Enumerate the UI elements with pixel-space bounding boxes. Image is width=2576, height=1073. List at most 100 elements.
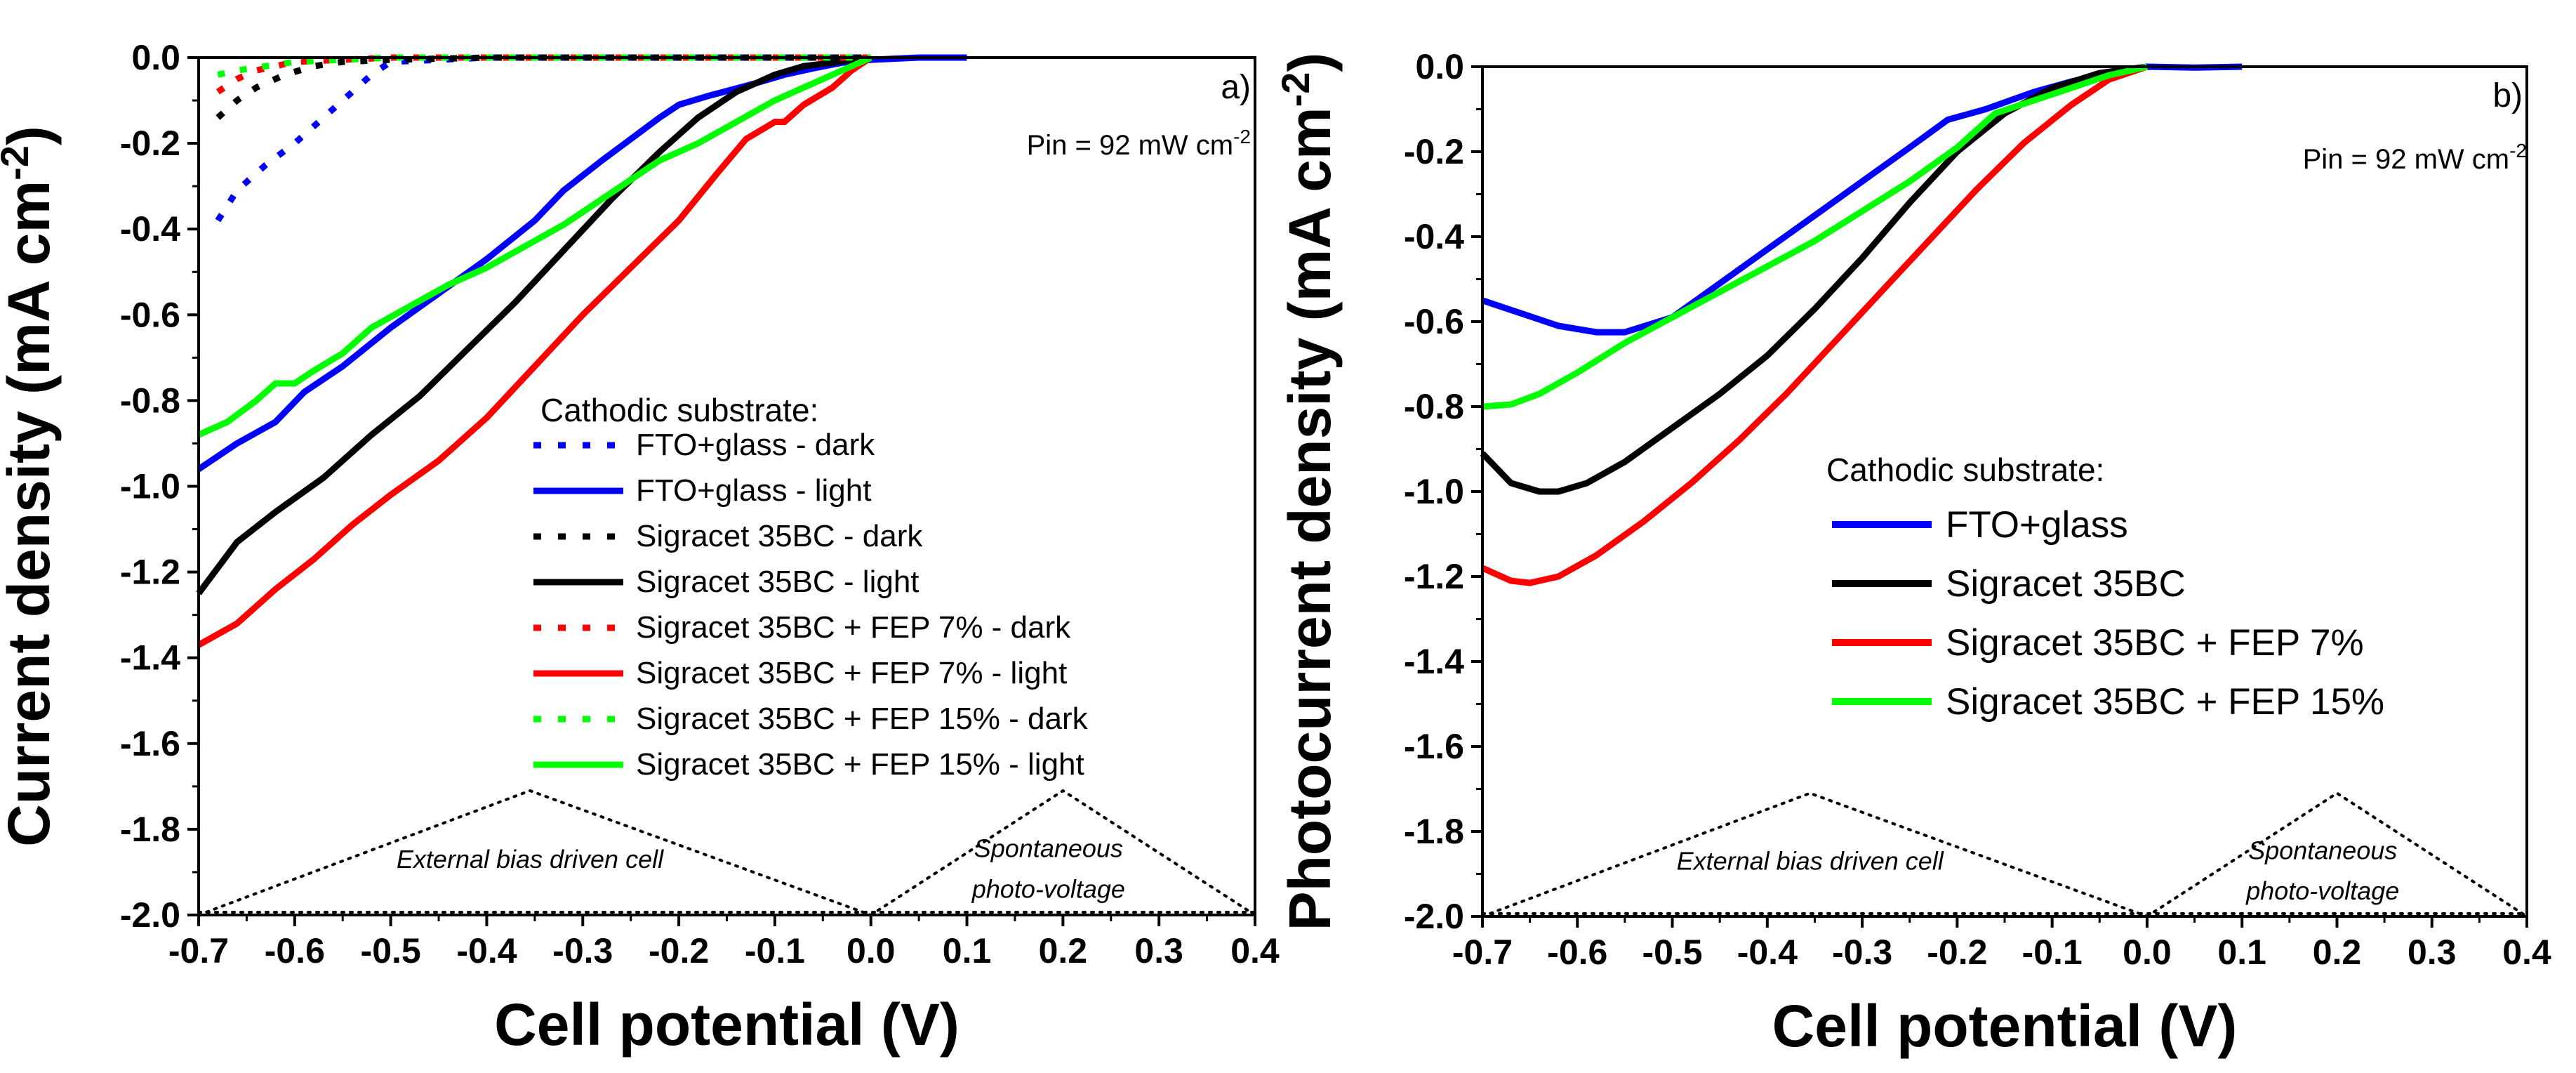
panel-a-ytick-label-2: -1.6: [120, 724, 180, 763]
panel-a-ytick-label-5: -1.0: [120, 467, 180, 506]
panel-b-region-label-external: External bias driven cell: [1677, 846, 1944, 875]
panel-b-pin-annotation-sup: -2: [2509, 140, 2527, 162]
panel-b-region-triangle-1: [2145, 791, 2528, 918]
panel-b-series-1: [1480, 63, 2148, 495]
panel-a-x-axis-title: Cell potential (V): [494, 992, 960, 1058]
panel-b-xtick-label-8: 0.1: [2217, 933, 2266, 972]
panel-a-xtick-label-8: 0.1: [943, 931, 992, 970]
panel-a-legend-label-0: FTO+glass - dark: [636, 428, 875, 462]
panel-a-ytick-label-3: -1.4: [120, 638, 180, 678]
panel-b-region-triangle-0: [1481, 791, 2149, 918]
panel-b-xtick-label-7: 0.0: [2123, 933, 2172, 972]
panel-a-pin-annotation: Pin = 92 mW cm-2: [1027, 126, 1251, 161]
panel-a-legend-title: Cathodic substrate:: [540, 392, 818, 428]
panel-b-ytick-label-0: -2.0: [1404, 897, 1464, 936]
panel-a-region-triangle-0: [197, 789, 872, 916]
panel-a-xtick-label-9: 0.2: [1039, 931, 1088, 970]
panel-a-xtick-label-1: -0.6: [265, 931, 325, 970]
panel-b-xtick-label-3: -0.4: [1737, 933, 1798, 972]
panel-b-xtick-label-6: -0.1: [2022, 933, 2083, 972]
panel-a-ytick-label-4: -1.2: [120, 553, 180, 592]
panel-b-y-axis-title-main: Photocurrent density (mA cm: [1277, 107, 1343, 930]
panel-b-legend-label-0: FTO+glass: [1946, 504, 2128, 546]
panel-a-xtick-label-6: -0.1: [745, 931, 805, 970]
panel-b-ytick-label-2: -1.6: [1404, 727, 1464, 766]
panel-a-series-0: [215, 54, 871, 223]
panel-a-legend-label-6: Sigracet 35BC + FEP 15% - dark: [636, 702, 1089, 736]
panel-a-series-7: [197, 54, 872, 438]
panel-a-y-axis-title-close: ): [0, 126, 62, 145]
panel-b-ytick-label-1: -1.8: [1404, 812, 1464, 851]
panel-a-series-3: [196, 54, 872, 595]
panel-a-ytick-label-6: -0.8: [120, 381, 180, 420]
panel-b-xtick-label-11: 0.4: [2502, 933, 2551, 972]
panel-a-legend-label-1: FTO+glass - light: [636, 473, 871, 508]
panel-a-ytick-label-7: -0.6: [120, 295, 180, 334]
panel-a-xtick-label-7: 0.0: [847, 931, 896, 970]
panel-b-region-label-spontaneous-2: photo-voltage: [2245, 876, 2399, 905]
panel-a-series-2: [215, 54, 871, 120]
panel-b-legend-label-1: Sigracet 35BC: [1946, 563, 2186, 605]
panel-a-ytick-label-9: -0.2: [120, 124, 180, 163]
panel-a-y-axis-title: Current density (mA cm-2): [0, 126, 62, 847]
panel-a-xtick-label-5: -0.2: [649, 931, 709, 970]
panel-b-legend-label-3: Sigracet 35BC + FEP 15%: [1946, 681, 2384, 723]
panel-b-xtick-label-0: -0.7: [1452, 933, 1513, 972]
panel-a-legend-label-4: Sigracet 35BC + FEP 7% - dark: [636, 610, 1071, 645]
panel-b-ytick-label-3: -1.4: [1404, 642, 1464, 681]
panel-b-series-0: [1481, 63, 2243, 336]
panel-a-y-axis-title-sup: -2: [0, 145, 36, 180]
panel-a-xtick-label-10: 0.3: [1134, 931, 1183, 970]
panel-b-xtick-label-1: -0.6: [1547, 933, 1607, 972]
panel-a-ytick-label-0: -2.0: [120, 895, 180, 935]
panel-b-xtick-label-9: 0.2: [2313, 933, 2362, 972]
panel-b-xtick-label-2: -0.5: [1642, 933, 1702, 972]
panel-a-legend-label-3: Sigracet 35BC - light: [636, 565, 919, 599]
panel-a-panel-label: a): [1221, 69, 1251, 106]
panel-a-region-label-spontaneous-1: Spontaneous: [974, 834, 1123, 863]
panel-a-legend-label-5: Sigracet 35BC + FEP 7% - light: [636, 656, 1067, 690]
panel-b-y-axis-title-sup: -2: [1273, 72, 1317, 107]
panel-a-ytick-label-10: 0.0: [131, 38, 180, 77]
panel-b-y-axis-title-close: ): [1277, 53, 1343, 72]
panel-b-legend-title: Cathodic substrate:: [1826, 452, 2104, 488]
panel-b-plot-frame: [1481, 65, 2528, 918]
panel-a-xtick-label-4: -0.3: [552, 931, 613, 970]
panel-b-region-label-spontaneous-1: Spontaneous: [2248, 836, 2397, 864]
panel-a-xtick-label-11: 0.4: [1230, 931, 1280, 970]
panel-a-ytick-label-1: -1.8: [120, 810, 180, 849]
panel-b-ytick-label-8: -0.4: [1404, 217, 1464, 256]
panel-a-ytick-label-8: -0.4: [120, 209, 180, 249]
panel-a-region-label-external: External bias driven cell: [397, 845, 664, 874]
panel-b-ytick-label-9: -0.2: [1404, 132, 1464, 171]
panel-b-ytick-label-10: 0.0: [1415, 47, 1464, 86]
panel-b-ytick-label-5: -1.0: [1404, 472, 1464, 511]
panel-a-series-5: [197, 55, 873, 648]
panel-a-region-label-spontaneous-2: photo-voltage: [971, 875, 1125, 904]
panel-a-xtick-label-2: -0.5: [361, 931, 421, 970]
panel-a-chart: External bias driven cell Spontaneous phot…: [0, 38, 1280, 1058]
panel-b-ytick-label-7: -0.6: [1404, 302, 1464, 341]
panel-a-legend-label-2: Sigracet 35BC - dark: [636, 519, 923, 553]
panel-b-series-3: [1482, 63, 2148, 410]
panel-b-ytick-label-6: -0.8: [1404, 387, 1464, 426]
panel-b-legend-label-2: Sigracet 35BC + FEP 7%: [1946, 622, 2364, 664]
panel-b-x-axis-title: Cell potential (V): [1772, 993, 2238, 1059]
panel-b-chart: External bias driven cell Spontaneous phot…: [1273, 47, 2551, 1059]
panel-a-y-axis-title-main: Current density (mA cm: [0, 180, 62, 847]
panel-a-xtick-label-0: -0.7: [168, 931, 229, 970]
panel-a-legend-label-7: Sigracet 35BC + FEP 15% - light: [636, 747, 1084, 782]
panel-b-pin-annotation-main: Pin = 92 mW cm: [2303, 144, 2510, 175]
panel-a-pin-annotation-sup: -2: [1233, 126, 1251, 147]
panel-b-xtick-label-4: -0.3: [1832, 933, 1892, 972]
panel-a-pin-annotation-main: Pin = 92 mW cm: [1027, 130, 1234, 161]
panel-b-series-2: [1481, 63, 2149, 586]
panel-a-region-triangle-1: [869, 789, 1256, 916]
panel-b-xtick-label-10: 0.3: [2408, 933, 2457, 972]
panel-b-y-axis-title: Photocurrent density (mA cm-2): [1273, 53, 1343, 931]
panel-b-ytick-label-4: -1.2: [1404, 557, 1464, 596]
panel-b-xtick-label-5: -0.2: [1927, 933, 1987, 972]
panel-b-panel-label: b): [2492, 77, 2523, 114]
panel-a-xtick-label-3: -0.4: [456, 931, 517, 970]
